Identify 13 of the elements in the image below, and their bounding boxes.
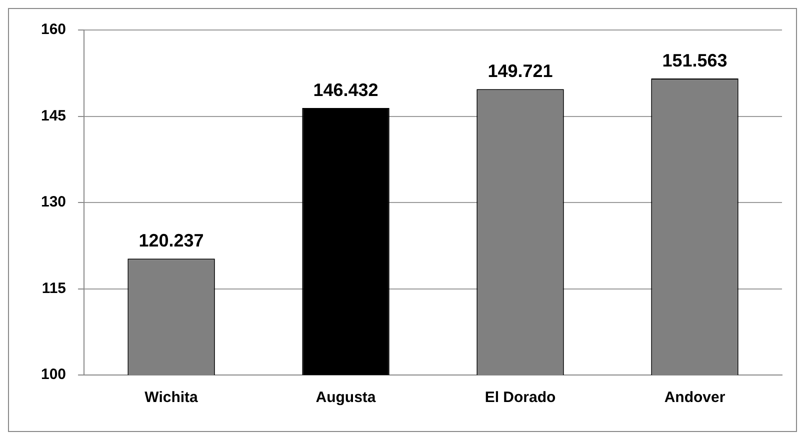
- data-label: 120.237: [138, 230, 204, 251]
- y-tick-label: 100: [40, 366, 66, 384]
- y-tick-label: 160: [40, 21, 66, 38]
- x-tick-label: Wichita: [144, 389, 199, 406]
- y-tick-label: 130: [40, 194, 66, 211]
- data-label: 149.721: [488, 61, 553, 82]
- x-tick-label: Andover: [664, 389, 726, 406]
- data-label: 146.432: [313, 80, 378, 100]
- y-tick-label: 145: [40, 107, 66, 124]
- x-tick-label: Augusta: [316, 389, 376, 406]
- data-label: 151.563: [662, 50, 728, 70]
- y-tick-label: 115: [42, 280, 66, 297]
- x-tick-label: El Dorado: [484, 389, 556, 406]
